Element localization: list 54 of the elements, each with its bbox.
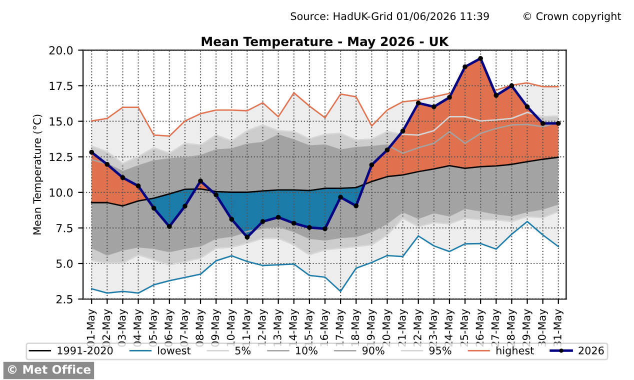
x-tick-label: 31-May [554,309,564,347]
y-tick-label: 17.5 [50,82,72,90]
x-tick-label: 27-May [491,309,502,347]
y-axis-title: Mean Temperature (°C) [32,114,44,234]
x-tick-label: 08-May [196,309,206,347]
line-series [90,220,560,294]
y-tick-label: 12.5 [50,152,72,162]
y-tick-label: 20.0 [49,46,73,55]
line-series [90,156,560,207]
x-tick-label: 21-May [398,309,408,347]
x-tick-label: 24-May [444,309,455,347]
x-tick-label: 29-May [522,309,532,347]
x-tick-label: 23-May [429,309,439,347]
x-tick-label: 12-May [258,309,268,346]
x-tick-label: 07-May [180,309,190,347]
x-tick-label: 16-May [320,309,330,346]
x-tick-label: 25-May [460,309,470,347]
x-tick-label: 13-May [273,309,284,346]
x-tick-label: 11-May [242,309,252,346]
x-tick-label: 03-May [118,309,128,347]
text: © Met Office [8,364,91,374]
x-tick-label: 18-May [351,309,362,346]
x-tick-label: 26-May [476,309,486,347]
x-tick-label: 04-May [133,309,144,347]
legend-label: 2026 [578,346,604,354]
y-tick-label: 2.5 [56,295,72,304]
x-tick-label: 06-May [164,309,174,347]
x-tick-label: 30-May [538,309,548,347]
x-tick-label: 20-May [382,309,392,347]
legend-label: 90% [362,346,384,354]
legend-label: lowest [158,346,191,354]
x-tick-label: 09-May [211,309,222,347]
x-tick-label: 14-May [289,309,299,346]
x-tick-label: 22-May [413,309,424,347]
legend-label: 5% [235,346,251,354]
x-tick-label: 15-May [304,309,314,346]
legend-label: 95% [429,346,452,354]
source-note: Source: HadUK-Grid 01/06/2026 11:39 [290,12,489,21]
x-tick-label: 05-May [148,309,159,347]
legend-label: 1991-2020 [58,346,113,354]
y-tick-label: 5.0 [56,259,73,268]
x-tick-label: 10-May [226,309,237,346]
x-tick-label: 01-May [86,309,97,347]
legend-label: 10% [296,346,318,354]
y-tick-label: 15.0 [50,117,73,126]
legend-label: highest [496,346,534,356]
y-tick-label: 10.0 [50,188,73,197]
y-tick-label: 7.5 [56,224,72,232]
x-tick-label: 17-May [336,309,346,346]
x-tick-label: 02-May [102,309,112,347]
x-tick-label: 28-May [506,309,517,347]
text: © Crown copyright [524,12,622,22]
x-tick-label: 19-May [366,309,377,346]
chart-title: Mean Temperature - May 2026 - UK [202,36,449,49]
